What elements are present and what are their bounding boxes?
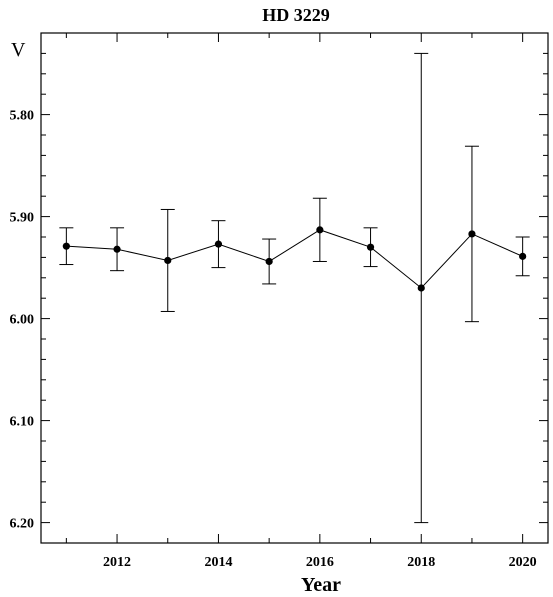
x-tick-label: 2018 xyxy=(407,555,435,570)
data-point xyxy=(62,242,70,250)
x-tick-label: 2020 xyxy=(509,555,537,570)
x-tick-label: 2016 xyxy=(306,555,334,570)
data-point xyxy=(265,257,273,266)
y-tick-label: 6.00 xyxy=(10,313,35,328)
data-point xyxy=(214,240,223,248)
data-point xyxy=(164,256,172,265)
data-point xyxy=(519,252,527,260)
y-tick-label: 5.80 xyxy=(10,109,35,124)
data-point xyxy=(468,230,476,238)
series-line xyxy=(66,229,523,289)
y-axis-label: V xyxy=(11,39,26,61)
y-tick-label: 6.10 xyxy=(10,415,35,430)
data-series xyxy=(59,52,530,524)
y-tick-label: 6.20 xyxy=(10,517,35,532)
x-tick-label: 2014 xyxy=(204,555,232,570)
x-tick-label: 2012 xyxy=(103,555,131,570)
data-point xyxy=(316,226,324,234)
data-point xyxy=(366,243,375,251)
y-tick-label: 5.90 xyxy=(10,211,35,226)
data-point xyxy=(113,245,121,253)
data-point xyxy=(417,284,425,292)
plot-frame xyxy=(40,32,549,544)
axis-ticks: 2012 2014 2016 2018 2020 5.80 5.90 6.00 6.10 6.20 xyxy=(10,32,548,570)
x-axis-label: Year xyxy=(301,574,341,596)
chart-title: HD 3229 xyxy=(262,5,330,25)
